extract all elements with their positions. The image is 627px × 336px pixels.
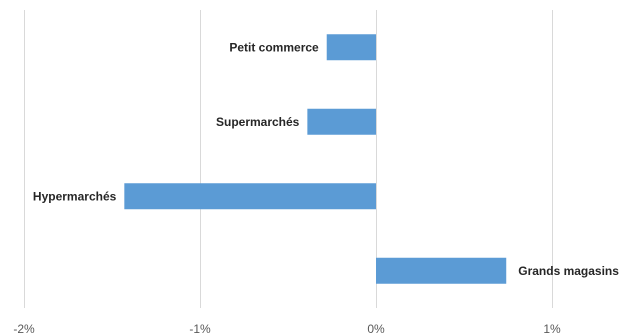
category-label: Supermarchés — [216, 115, 300, 129]
x-tick-label: 0% — [367, 322, 385, 336]
label-layer: Petit commerce Supermarchés Hypermarchés Gr… — [33, 40, 619, 278]
bar — [376, 257, 507, 284]
x-tick-label: -1% — [189, 322, 211, 336]
tick-layer: -2% -1% 0% 1% — [13, 322, 561, 336]
category-label: Hypermarchés — [33, 189, 117, 203]
x-tick-label: 1% — [543, 322, 561, 336]
x-tick-label: -2% — [13, 322, 35, 336]
grid-layer — [24, 10, 553, 308]
bar-layer — [124, 34, 507, 284]
category-label: Petit commerce — [229, 40, 319, 54]
bar — [124, 183, 376, 210]
category-label: Grands magasins — [518, 264, 619, 278]
bar — [326, 34, 376, 61]
bar — [307, 108, 376, 135]
